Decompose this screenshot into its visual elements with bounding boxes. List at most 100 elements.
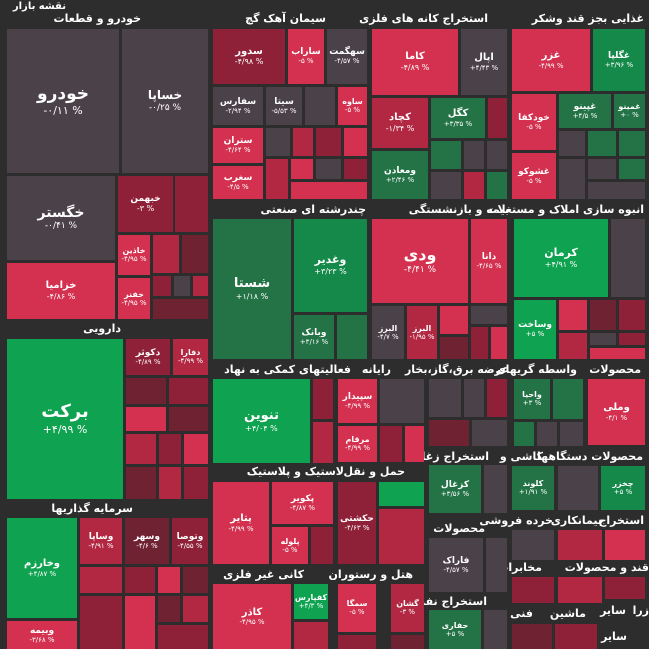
tile-saten[interactable]: ستران -۴/۶۴ % [213,128,263,163]
tile-kafipars[interactable]: کفپارس +۴/۳ % [294,584,328,619]
tile-blank[interactable] [125,596,155,649]
tile-blank[interactable] [537,422,557,446]
sector-title-products2[interactable]: محصولات [433,522,485,535]
tile-blank[interactable] [80,567,122,593]
sector-title-sugar[interactable]: قند و محصولات [564,561,649,574]
tile-blank[interactable] [380,379,424,423]
tile-blank[interactable] [159,434,181,464]
tile-blank[interactable] [169,407,208,431]
tile-blank[interactable] [266,128,290,156]
tile-blank[interactable] [512,624,552,649]
tile-blank[interactable] [405,426,424,462]
tile-ghadir[interactable]: وغدیر +۳/۲۳ % [294,219,367,312]
tile-blank[interactable] [291,159,313,179]
tile-kashan[interactable]: گشان -۳ % [391,584,424,632]
tile-blank[interactable] [619,131,645,156]
tile-khazamia[interactable]: خزامیا -۴/۸۶ % [7,263,115,319]
tile-sedor[interactable]: سدور -۴/۹۸ % [213,29,285,84]
sector-title-products[interactable]: محصولات [589,363,641,376]
tile-pakvir[interactable]: پکویر -۴/۸۷ % [272,482,333,524]
tile-blank[interactable] [158,596,180,622]
tile-ghpino[interactable]: غپینو +۴/۵ % [559,94,611,128]
sector-title-other3[interactable]: سایر [601,630,627,643]
tile-blank[interactable] [464,141,484,169]
sector-title-tech[interactable]: فنی و [499,607,534,620]
tile-petayer[interactable]: پتایر -۴/۹۹ % [213,482,269,564]
tile-blank[interactable] [316,128,341,156]
tile-blank[interactable] [126,407,166,431]
sector-title-retail[interactable]: خرده فروشی [479,514,553,527]
sector-title-tile[interactable]: کاشی و [499,450,543,463]
tile-blank[interactable] [464,379,484,417]
tile-blank[interactable] [440,306,468,334]
tile-blank[interactable] [158,625,208,649]
tile-blank[interactable] [126,467,156,499]
tile-dfara[interactable]: دفارا -۴/۹۹ % [173,339,208,375]
tile-albrz[interactable]: البرز -۱/۹۵ % [407,306,437,359]
tile-dkosar[interactable]: دکوثر -۴/۸۹ % [126,339,170,375]
tile-semga[interactable]: سمگا -۵ % [338,584,376,632]
tile-blank[interactable] [153,299,208,319]
sector-title-brokers[interactable]: واسطه گریهای [495,363,578,376]
tile-khegostar[interactable]: خگستر -۰/۴۱ % [7,176,115,260]
tile-blank[interactable] [487,172,507,199]
tile-blank[interactable] [558,577,602,603]
tile-blank[interactable] [294,622,328,649]
tile-sarab[interactable]: ساراب -۵ % [288,29,324,84]
tile-khodro[interactable]: خودرو -۰/۱۱ % [7,29,119,173]
tile-blank[interactable] [126,434,156,464]
tile-blank[interactable] [316,159,341,179]
sector-title-contracting[interactable]: بیمانکاری [550,514,602,527]
tile-kachad[interactable]: کچاد -۱/۳۴ % [372,98,428,148]
tile-blank[interactable] [159,467,181,499]
tile-blank[interactable] [429,379,461,417]
tile-blank[interactable] [619,159,645,179]
tile-blank[interactable] [512,577,554,603]
tile-blank[interactable] [313,422,333,463]
tile-varz[interactable]: البرز -۴/۷ % [372,306,404,359]
tile-peloleh[interactable]: پلوله -۵ % [272,527,308,564]
tile-blank[interactable] [514,422,534,446]
tile-blank[interactable] [553,379,583,419]
tile-blank[interactable] [311,527,333,564]
tile-blank[interactable] [619,300,645,330]
tile-khadizin[interactable]: خاذین -۴/۹۵ % [118,235,150,275]
tile-blank[interactable] [611,219,645,297]
sector-title-chemical[interactable]: چندرشته ای صنعتی [260,203,366,216]
tile-blank[interactable] [590,333,616,345]
tile-sahkmat[interactable]: سهگمت -۴/۵۷ % [327,29,367,84]
tile-blank[interactable] [487,141,507,169]
tile-blank[interactable] [559,333,587,359]
sector-title-other1[interactable]: سایر [600,604,626,617]
tile-blank[interactable] [619,333,645,345]
tile-ghegela[interactable]: غگلپا +۳/۹۶ % [593,29,645,91]
tile-kama[interactable]: کاما -۴/۸۹ % [372,29,458,95]
tile-ghmino[interactable]: غمینو +۰ % [614,94,645,128]
tile-blank[interactable] [605,577,645,599]
tile-blank[interactable] [126,378,166,404]
sector-title-devices[interactable]: محصولات دستگاهها [536,450,643,463]
sector-title-computer[interactable]: رایانه [361,363,391,376]
tile-blank[interactable] [440,337,468,359]
tile-blank[interactable] [558,530,602,560]
tile-blank[interactable] [379,482,424,506]
tile-blank[interactable] [464,172,484,199]
tile-blank[interactable] [560,422,583,446]
sector-title-cement[interactable]: سیمان آهک گچ [245,12,326,25]
sector-title-utility[interactable]: عرضه برق،گاز،بخار [404,363,509,376]
tile-sefarb[interactable]: سغرب -۴/۵ % [213,166,263,199]
tile-blank[interactable] [125,567,155,593]
tile-blank[interactable] [291,182,367,199]
tile-sita[interactable]: سیتا -۵/۵۳ % [266,87,302,125]
tile-dana[interactable]: دانا -۴/۶۵ % [471,219,507,303]
tile-blank[interactable] [184,434,208,464]
tile-khasapa[interactable]: خساپا -۰/۲۵ % [122,29,208,173]
sector-title-oil[interactable]: استخراج نفت [413,595,487,608]
tile-meragham[interactable]: مرقام -۴/۹۹ % [338,426,377,462]
sector-title-other2[interactable]: زرا [632,604,649,617]
tile-saveh[interactable]: ساوه -۵ % [338,87,367,125]
sector-title-pharma[interactable]: دارویی [83,322,121,335]
tile-blank[interactable] [169,378,208,404]
tile-blank[interactable] [487,379,507,417]
tile-apal[interactable]: اپال +۴/۴۳ % [461,29,507,95]
